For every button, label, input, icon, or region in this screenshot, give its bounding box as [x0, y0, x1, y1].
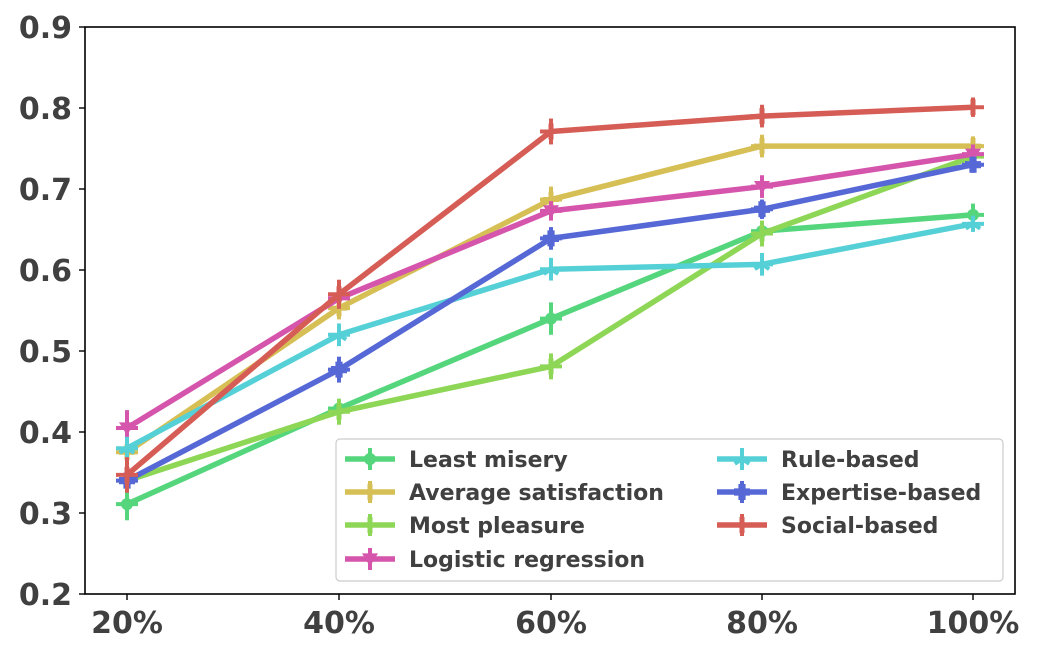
legend-label: Average satisfaction — [409, 481, 664, 506]
data-point — [965, 148, 981, 162]
y-tick-label: 0.8 — [19, 92, 72, 127]
series-layer — [116, 97, 984, 521]
y-tick-label: 0.2 — [19, 578, 72, 613]
legend-label: Least misery — [409, 448, 568, 473]
legend-label: Expertise-based — [781, 481, 981, 506]
legend-label: Rule-based — [781, 448, 920, 473]
data-point — [964, 215, 982, 231]
x-tick-label: 80% — [726, 606, 798, 641]
data-point — [119, 422, 135, 436]
legend-swatch-marker — [734, 484, 750, 500]
data-point — [754, 138, 770, 155]
legend-entry: Most pleasure — [345, 514, 585, 539]
legend-swatch-marker — [733, 451, 751, 466]
data-point — [754, 180, 770, 194]
data-point — [753, 256, 771, 271]
series-line — [124, 104, 976, 478]
series-average-satisfaction — [116, 134, 984, 464]
x-tick-label: 20% — [91, 606, 163, 641]
data-point — [542, 261, 560, 276]
legend-label: Social-based — [781, 514, 938, 539]
plot-frame — [84, 26, 1016, 595]
data-point — [754, 201, 770, 218]
legend-entry: Social-based — [717, 514, 938, 539]
data-point — [118, 440, 136, 455]
data-point — [545, 312, 557, 325]
series-expertise-based — [116, 156, 984, 489]
legend-entry: Average satisfaction — [345, 481, 664, 506]
y-tick-label: 0.6 — [19, 254, 72, 289]
x-tick-label: 60% — [515, 606, 587, 641]
legend-entry: Least misery — [345, 448, 568, 473]
data-point — [331, 361, 347, 378]
legend-swatch-marker — [362, 484, 378, 500]
legend-swatch-marker — [362, 553, 378, 567]
axis-ticks: 0.2 0.3 0.4 0.5 0.6 0.7 0.8 0.9 20% 40% 60% 80% 100% — [19, 11, 1020, 641]
series-rule-based — [116, 215, 984, 460]
legend-entry: Rule-based — [717, 448, 920, 473]
legend-swatch-marker — [364, 453, 376, 465]
y-tick-label: 0.4 — [19, 416, 72, 451]
y-tick-label: 0.9 — [19, 11, 72, 46]
y-tick-label: 0.5 — [19, 335, 72, 370]
legend-entry: Expertise-based — [717, 481, 981, 506]
y-tick-label: 0.3 — [19, 497, 72, 532]
legend-entry: Logistic regression — [345, 548, 645, 573]
data-point — [330, 326, 348, 342]
data-point — [543, 230, 559, 247]
legend-frame — [335, 438, 1004, 582]
data-point — [121, 498, 133, 511]
data-point — [967, 208, 979, 221]
legend-label: Logistic regression — [409, 548, 645, 573]
legend: Least misery Average satisfaction Most ple… — [335, 438, 1004, 582]
legend-label: Most pleasure — [409, 514, 585, 539]
y-tick-label: 0.7 — [19, 173, 72, 208]
x-tick-label: 100% — [927, 606, 1020, 641]
series-social-based — [116, 97, 984, 493]
data-point — [543, 205, 559, 219]
data-point — [965, 156, 981, 173]
x-tick-label: 40% — [303, 606, 375, 641]
